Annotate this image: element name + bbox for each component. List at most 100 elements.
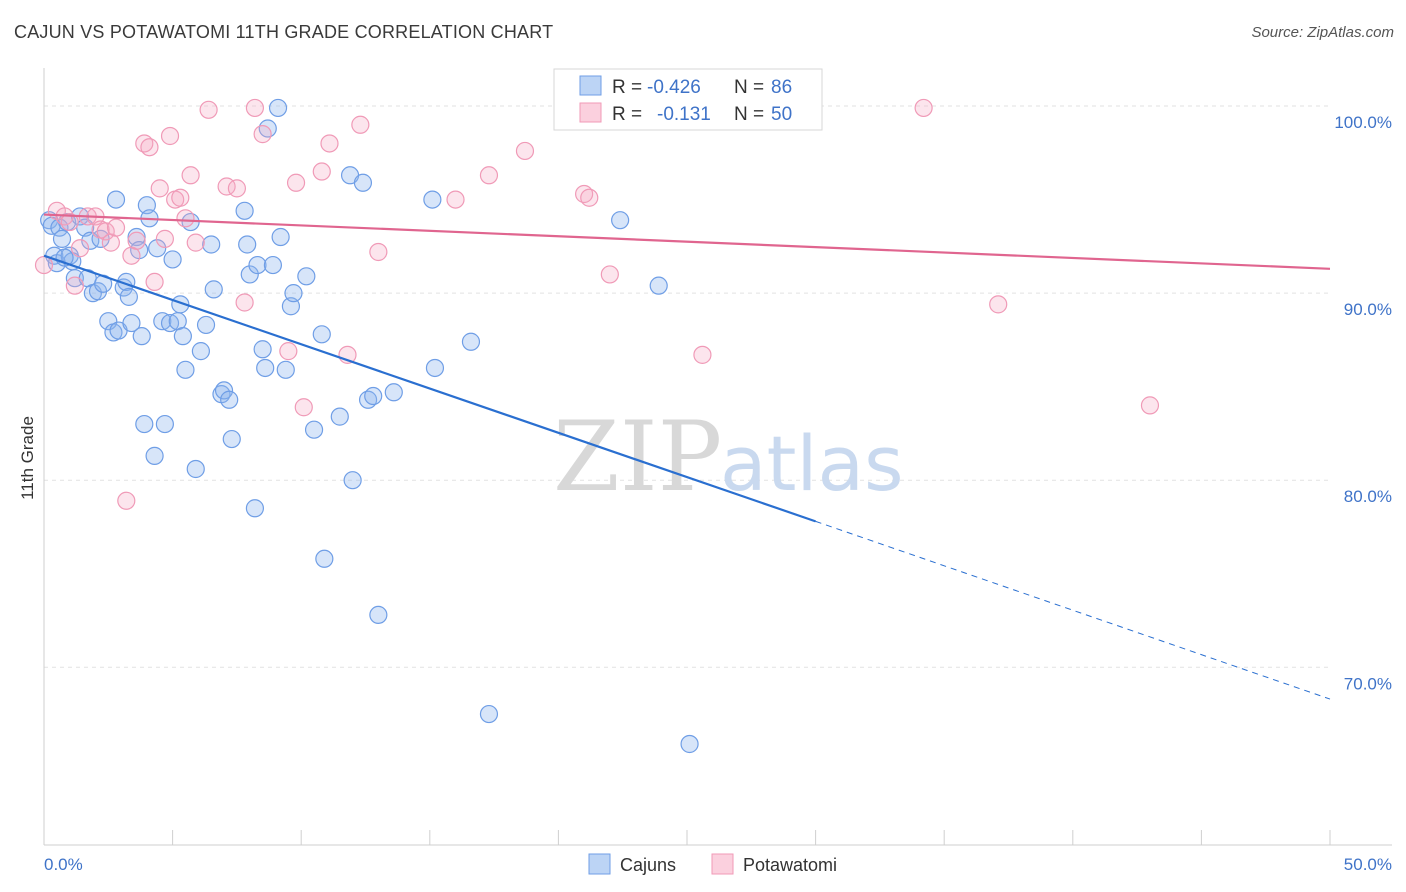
cajuns-point [191,342,210,361]
potawatomi-trend-line [43,213,1331,270]
y-axis-title: 11th Grade [18,416,37,500]
potawatomi-point [914,98,933,118]
potawatomi-point [127,231,146,250]
x-tick-label: 0.0% [44,855,83,874]
cajuns-point [312,325,331,344]
potawatomi-point [199,100,218,119]
legend-potawatomi-label: Potawatomi [743,855,837,875]
potawatomi-point [227,179,246,198]
potawatomi-point [186,233,205,252]
cajuns-point [222,429,241,449]
cajuns-point [119,287,138,306]
legend-cajuns-swatch [588,853,611,875]
cajuns-point [353,173,373,192]
y-tick-label: 100.0% [1334,113,1392,132]
potawatomi-point [70,239,90,258]
cajuns-point [276,360,295,379]
trend-lines [43,213,1331,700]
cajuns-point [204,280,223,299]
potawatomi-point [245,98,265,118]
cajuns-point [330,407,349,426]
cajuns-point [122,313,141,333]
potawatomi-point [140,138,159,157]
axes [43,68,1392,846]
cajuns-point [235,201,254,220]
legend-cajuns-label: Cajuns [620,855,676,875]
cajuns-point [132,327,151,346]
potawatomi-point [515,141,535,161]
cajuns-trend-line [43,254,816,523]
cajuns-point [202,235,221,254]
cajuns-point [240,265,259,284]
cajuns-point [297,267,316,286]
potawatomi-point [253,125,272,144]
cajuns-point [611,211,630,230]
cajuns-point [186,459,205,479]
potawatomi-point [150,179,169,198]
cajuns-point [304,420,324,439]
potawatomi-point [65,276,84,295]
potawatomi-point [145,272,164,292]
cajuns-point [263,255,283,275]
cajuns-point [176,360,195,379]
cajuns-point [369,605,388,625]
potawatomi-point [369,242,388,262]
cajuns-point [461,332,481,351]
potawatomi-point [279,342,298,361]
cajuns-point [258,119,277,138]
potawatomi-point [479,166,499,185]
potawatomi-point [1140,396,1160,415]
cajuns-n-label: N = [734,77,764,98]
chart-title: CAJUN VS POTAWATOMI 11TH GRADE CORRELATI… [14,22,554,42]
cajuns-point [52,229,72,248]
potawatomi-point [446,190,465,209]
cajuns-swatch [579,75,602,96]
cajuns-point [680,734,699,754]
potawatomi-swatch [579,102,602,123]
potawatomi-point [600,265,619,284]
watermark-atlas: atlas [720,419,904,508]
stats-legend: R = -0.426 N = 86 R = -0.131 N = 50 [553,68,823,131]
cajuns-point [343,471,362,490]
cajuns-point [423,190,442,209]
cajuns-point [256,358,275,378]
potawatomi-n-value: 50 [771,104,792,125]
cajuns-point [163,250,182,269]
watermark-zip: ZIP [553,401,722,513]
cajuns-point [479,704,499,724]
y-tick-label: 80.0% [1344,487,1392,506]
legend-potawatomi-swatch [711,853,734,875]
potawatomi-r-value: -0.131 [657,104,711,125]
potawatomi-n-label: N = [734,104,764,125]
cajuns-point [425,358,445,378]
potawatomi-point [320,134,339,153]
potawatomi-point [693,345,712,364]
cajuns-points [40,98,699,754]
potawatomi-point [294,398,313,417]
potawatomi-point [176,209,195,228]
cajuns-point [106,190,126,209]
potawatomi-point [106,218,126,237]
cajuns-n-value: 86 [771,77,792,98]
cajuns-point [384,383,403,402]
potawatomi-point [989,295,1008,314]
cajuns-point [155,414,174,434]
potawatomi-point [351,115,370,134]
cajuns-point [238,235,257,254]
potawatomi-r-label: R = [612,104,642,125]
potawatomi-point [60,212,79,232]
cajuns-point [214,381,234,400]
cajuns-point [253,340,272,359]
cajuns-point [364,386,383,406]
potawatomi-point [235,293,254,312]
cajuns-point [220,390,239,409]
potawatomi-point [286,173,306,192]
cajuns-point [284,284,303,303]
y-tick-label: 70.0% [1344,674,1392,693]
potawatomi-point [96,222,115,241]
cajuns-point [145,446,164,465]
series-legend: Cajuns Potawatomi [588,853,837,875]
cajuns-point [65,269,84,288]
cajuns-trend-extension [815,520,1331,700]
cajuns-point [148,239,167,258]
